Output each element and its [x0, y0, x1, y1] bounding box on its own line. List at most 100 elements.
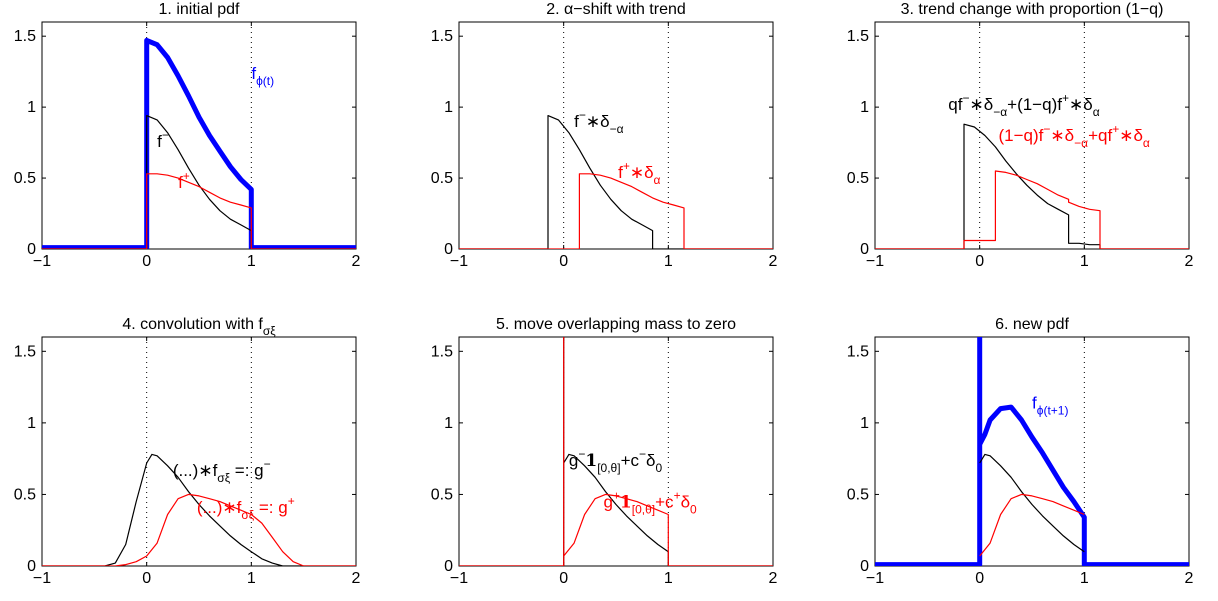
y-tick-label: 0: [444, 558, 453, 575]
y-tick-label: 0.5: [431, 170, 453, 187]
annotation-part: (...)∗f: [173, 461, 218, 480]
series-line: [42, 115, 356, 249]
x-tick-label: 2: [1185, 570, 1194, 587]
x-tick-label: 2: [769, 253, 778, 270]
y-tick-label: 0: [27, 558, 36, 575]
panel-title-sub: σξ: [263, 324, 276, 338]
annotation-part: +: [1112, 122, 1119, 136]
annotation-part: f: [618, 163, 623, 182]
x-tick-label: −1: [450, 253, 468, 270]
annotation-part: −α: [1074, 136, 1088, 150]
annotation-part: σξ: [217, 471, 230, 485]
x-tick-label: 2: [352, 570, 361, 587]
y-tick-label: 1: [27, 415, 36, 432]
axes-box: [41, 336, 357, 567]
x-tick-label: 0: [559, 570, 568, 587]
y-tick-label: 1.5: [431, 343, 453, 360]
x-tick-label: 1: [1080, 570, 1089, 587]
annotation-part: 1: [620, 492, 632, 512]
annotation-label: fϕ(t+1): [1032, 394, 1068, 418]
annotation-part: ϕ(t+1): [1037, 404, 1069, 418]
annotation-part: +c: [655, 492, 674, 511]
annotation-label: f+: [178, 169, 190, 192]
y-tick-label: 1.5: [847, 343, 869, 360]
annotation-part: +: [1062, 91, 1069, 105]
y-tick-label: 0: [860, 558, 869, 575]
annotation-part: −: [264, 457, 271, 471]
annotation-part: ∗δ: [1069, 95, 1093, 114]
annotation-label: (1−q)f−∗δ−α+qf+∗δα: [999, 122, 1150, 150]
annotation-part: ϕ(t): [256, 74, 274, 88]
annotation-part: =: g: [230, 461, 264, 480]
series-line: [42, 173, 356, 249]
annotation-part: g: [603, 492, 612, 511]
series-line: [875, 170, 1189, 249]
y-tick-label: 0.5: [14, 170, 36, 187]
annotation-part: f: [251, 64, 256, 83]
panel-5: −1 0 1 200.511.55. move overlapping mass to…: [431, 316, 778, 587]
annotation-part: α: [1093, 105, 1100, 119]
annotation-part: +qf: [1088, 126, 1112, 145]
axes-box: [458, 336, 774, 567]
annotation-part: qf: [948, 95, 962, 114]
annotation-part: ∗δ: [1119, 126, 1143, 145]
x-tick-label: 2: [352, 253, 361, 270]
series-line: [459, 115, 773, 249]
annotation-part: 1: [585, 451, 597, 471]
annotation-part: [0,θ]: [632, 502, 655, 516]
x-tick-label: 1: [247, 570, 256, 587]
annotation-part: −α: [993, 105, 1007, 119]
axes-box: [41, 21, 357, 250]
annotation-label: g−1[0,θ]+c−δ0: [569, 447, 663, 475]
panel-3: −1 0 1 200.511.53. trend change with propor…: [847, 1, 1194, 270]
series-line: [979, 453, 1085, 553]
series-line: [42, 453, 356, 566]
panel-2: −1 0 1 200.511.52. α−shift with trendf−∗δ−α…: [431, 1, 778, 270]
annotation-part: (1−q)f: [999, 126, 1044, 145]
y-tick-label: 0: [444, 241, 453, 258]
series-line: [875, 337, 1189, 566]
y-tick-label: 0: [860, 241, 869, 258]
x-tick-label: −1: [866, 253, 884, 270]
x-tick-label: 1: [664, 570, 673, 587]
y-tick-label: 1: [860, 415, 869, 432]
annotation-label: fϕ(t): [251, 64, 274, 88]
series-line: [459, 337, 773, 566]
y-tick-label: 1: [860, 99, 869, 116]
x-tick-label: 1: [247, 253, 256, 270]
x-tick-label: 2: [769, 570, 778, 587]
annotation-part: +(1−q)f: [1007, 95, 1062, 114]
x-tick-label: 0: [142, 570, 151, 587]
annotation-label: qf−∗δ−α+(1−q)f+∗δα: [948, 91, 1099, 119]
annotation-part: 0: [690, 502, 697, 516]
series-line: [42, 37, 356, 249]
x-tick-label: 0: [142, 253, 151, 270]
annotation-part: [0,θ]: [597, 461, 620, 475]
panel-title-text: 6. new pdf: [995, 316, 1069, 333]
y-tick-label: 0.5: [847, 486, 869, 503]
annotation-part: =: g: [254, 498, 288, 517]
annotation-part: ∗δ: [969, 95, 993, 114]
axes-box: [874, 336, 1190, 567]
x-tick-label: −1: [33, 253, 51, 270]
annotation-part: ∗δ: [1050, 126, 1074, 145]
annotation-part: ∗δ: [630, 163, 654, 182]
x-tick-label: 0: [975, 253, 984, 270]
annotation-part: 0: [656, 461, 663, 475]
x-tick-label: 0: [559, 253, 568, 270]
y-tick-label: 0.5: [14, 486, 36, 503]
annotation-part: −: [578, 447, 585, 461]
panel-title-text: 1. initial pdf: [159, 1, 240, 18]
panel-title-text: 2. α−shift with trend: [546, 1, 686, 18]
annotation-label: g+1[0,θ]+c+δ0: [603, 488, 697, 516]
annotation-part: (...)∗f: [197, 498, 242, 517]
annotation-label: f+∗δα: [618, 159, 660, 187]
x-tick-label: −1: [450, 570, 468, 587]
annotation-part: −: [962, 91, 969, 105]
y-tick-label: 0.5: [431, 486, 453, 503]
annotation-part: −: [162, 128, 169, 142]
annotation-part: +c: [621, 451, 640, 470]
